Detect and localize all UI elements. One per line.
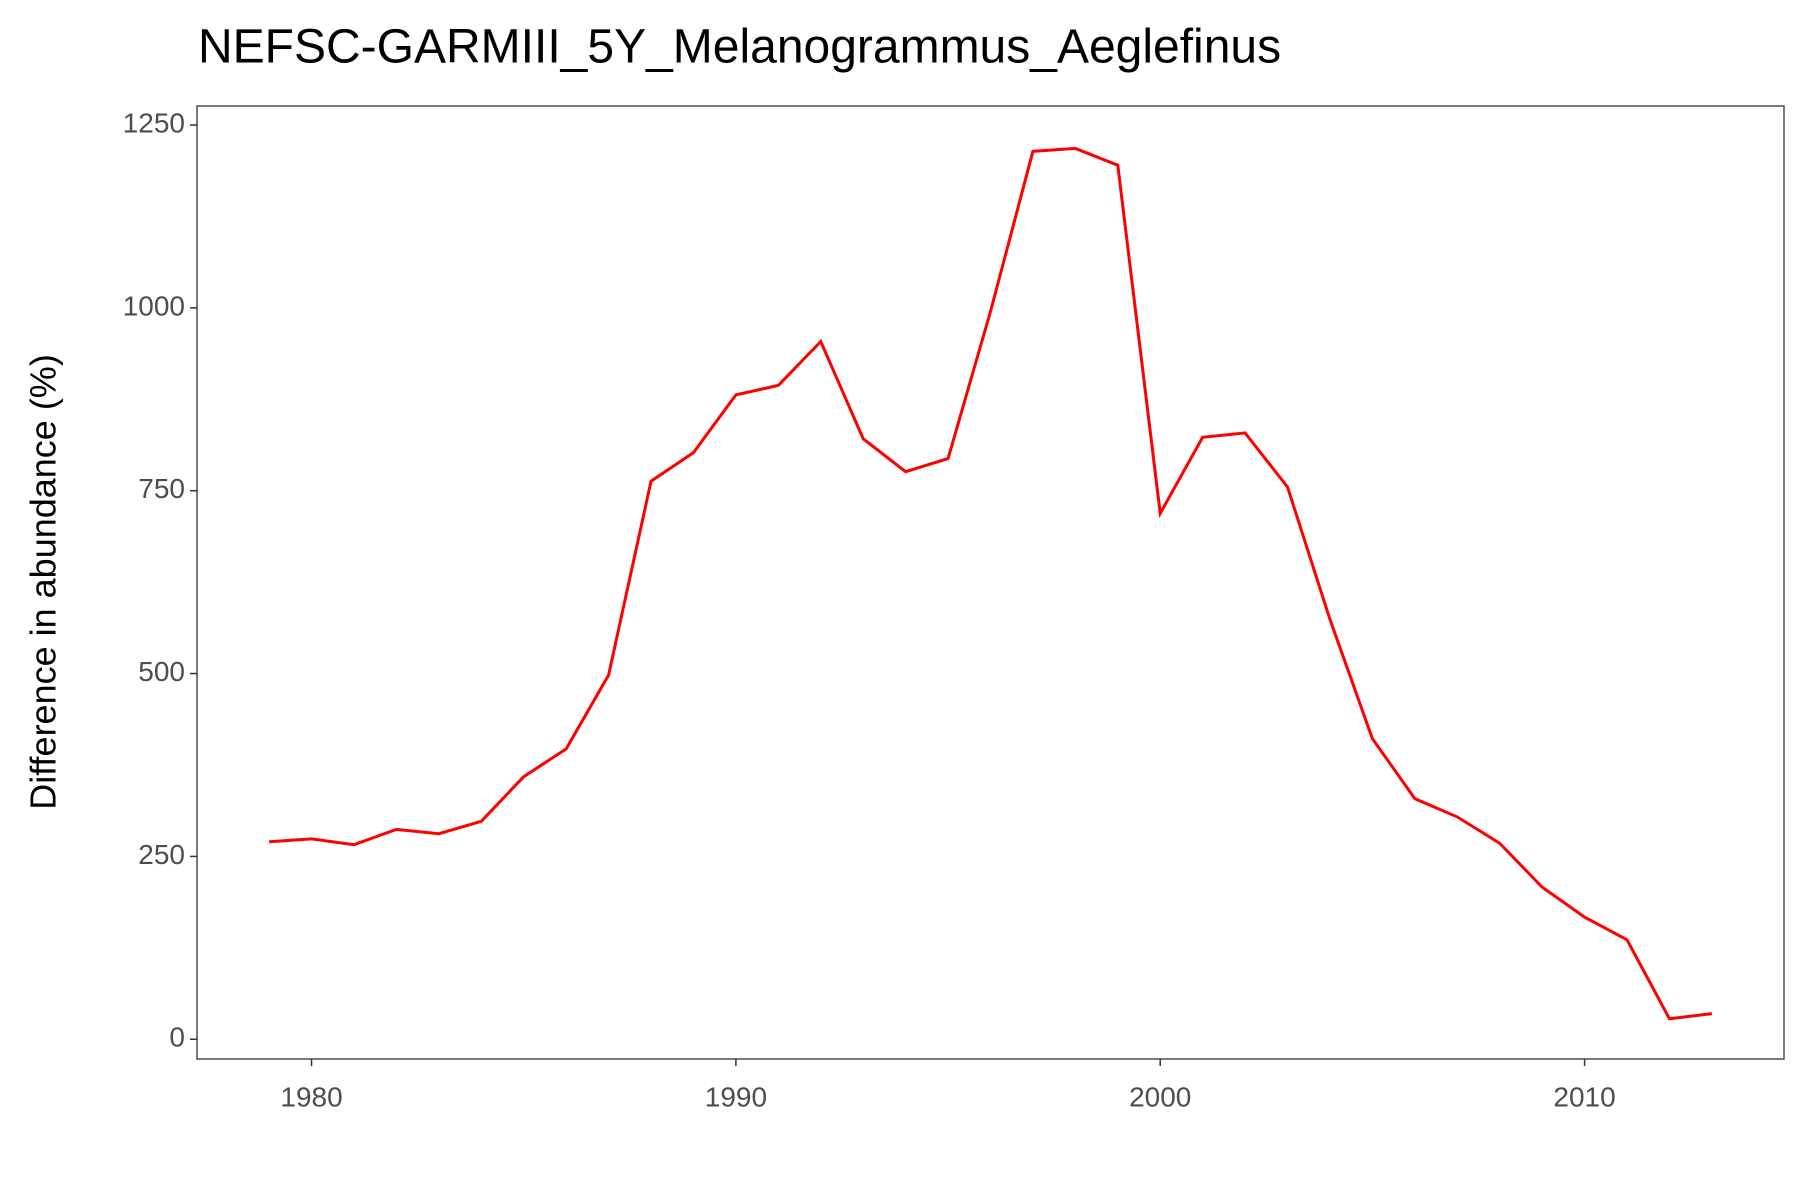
y-tick-label: 250 — [138, 839, 185, 870]
y-axis-title: Difference in abundance (%) — [23, 354, 64, 810]
y-tick-label: 1000 — [123, 290, 185, 321]
x-tick-label: 1990 — [705, 1081, 767, 1112]
y-tick-label: 1250 — [123, 107, 185, 138]
plot-panel — [196, 105, 1785, 1060]
chart-title: NEFSC-GARMIII_5Y_Melanogrammus_Aeglefinu… — [198, 21, 1281, 74]
y-tick-label: 500 — [138, 656, 185, 687]
data-line — [269, 146, 1713, 1021]
x-tick-label: 1980 — [280, 1081, 342, 1112]
y-tick-label: 750 — [138, 473, 185, 504]
x-tick-label: 2000 — [1129, 1081, 1191, 1112]
x-tick-label: 2010 — [1553, 1081, 1615, 1112]
y-tick-label: 0 — [169, 1022, 185, 1053]
